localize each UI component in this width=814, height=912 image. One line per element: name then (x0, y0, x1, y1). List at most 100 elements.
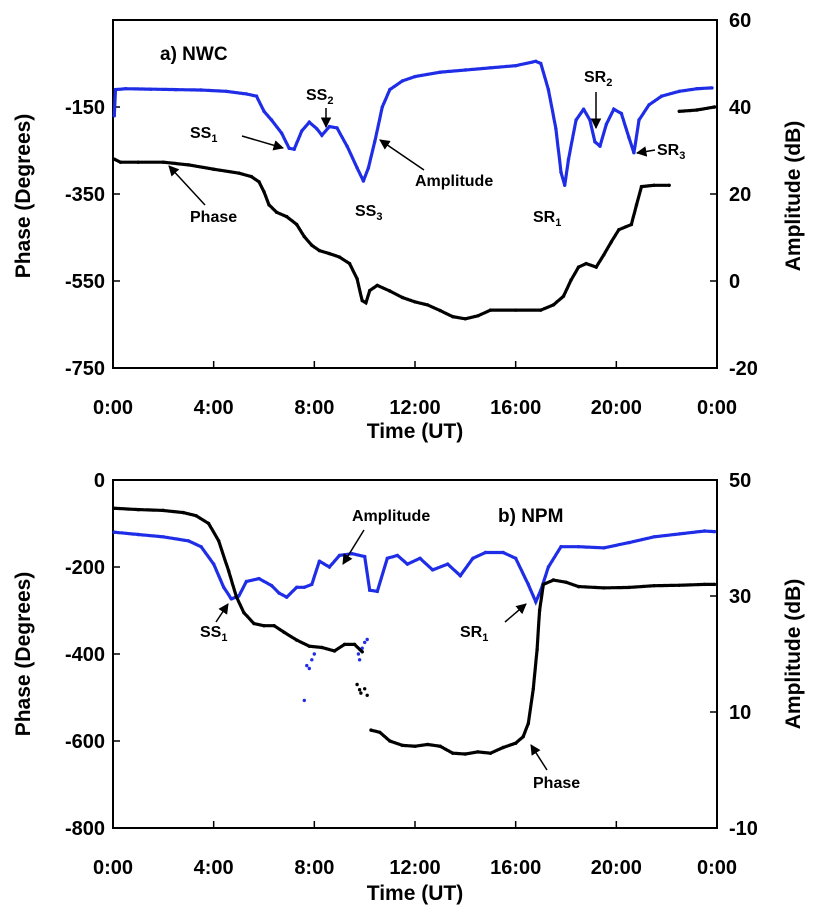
data-point (514, 308, 518, 312)
chart-nwc: 0:00 4:00 8:00 12:00 16:00 20:00 0:00 -750 -550 -… (12, 10, 805, 443)
annotation-arrow-amplitude (342, 529, 365, 565)
data-point (617, 228, 621, 232)
y-tick-label-left: -600 (65, 731, 105, 753)
data-point (637, 118, 641, 122)
data-point (254, 94, 259, 98)
axis-ticks: 0:00 4:00 8:00 12:00 16:00 20:00 0:00 -750 -550 -… (65, 10, 758, 419)
data-point (360, 650, 364, 654)
data-point (274, 210, 279, 214)
data-point (418, 556, 422, 560)
data-point (112, 530, 117, 534)
data-point (695, 87, 699, 91)
data-point (234, 594, 238, 599)
data-point (702, 582, 707, 587)
x-tick-label: 8:00 (294, 857, 334, 879)
data-point (332, 649, 337, 653)
y-tick-label-right: -10 (729, 818, 758, 840)
data-point (356, 652, 361, 656)
data-point (199, 88, 203, 92)
x-tick-label: 20:00 (591, 857, 642, 879)
data-point (310, 243, 314, 247)
data-point (347, 261, 352, 266)
data-point (551, 303, 556, 307)
data-point (554, 127, 558, 131)
x-tick-label: 4:00 (194, 397, 234, 419)
data-point (282, 630, 286, 634)
data-point (359, 691, 363, 695)
data-point (677, 532, 681, 536)
data-point (277, 591, 281, 595)
data-point (602, 546, 606, 550)
data-point (602, 586, 606, 590)
x-axis-label: Time (UT) (367, 420, 463, 443)
annotation-phase: Phase (190, 209, 237, 226)
data-point (652, 183, 656, 187)
chart-title: b) NPM (498, 506, 563, 527)
data-point (559, 170, 563, 174)
annotation-ss2: SS2 (306, 87, 333, 107)
data-point (112, 114, 117, 118)
series-phase (112, 506, 364, 654)
data-point (206, 521, 211, 526)
x-tick-label: 12:00 (389, 397, 440, 419)
data-point (352, 642, 357, 647)
data-point (594, 265, 598, 269)
x-tick-label: 0:00 (697, 397, 737, 419)
data-point (574, 118, 578, 122)
data-point (345, 144, 349, 148)
data-point (186, 539, 191, 543)
data-point (476, 750, 480, 754)
data-point (639, 184, 644, 189)
data-point (710, 86, 714, 90)
data-point (627, 540, 631, 545)
data-point (388, 289, 392, 293)
data-point (267, 203, 271, 207)
data-point (136, 160, 140, 164)
data-point (413, 300, 417, 304)
data-point (285, 214, 289, 219)
series-phase-segment (677, 105, 717, 114)
data-point (365, 637, 369, 642)
x-tick-label: 0:00 (697, 857, 737, 879)
data-point (310, 658, 314, 662)
data-point (279, 131, 284, 135)
data-point (161, 160, 165, 164)
data-point (181, 510, 186, 515)
data-point (269, 583, 274, 588)
data-point (598, 144, 602, 148)
annotation-sr3: SR3 (657, 142, 685, 162)
data-point (609, 240, 613, 244)
series-amplitude (112, 529, 717, 606)
y-tick-label-right: 50 (729, 470, 751, 492)
y-tick-label-right: 40 (729, 97, 751, 119)
x-axis-label: Time (UT) (367, 882, 463, 905)
data-point (357, 658, 362, 662)
data-point (375, 589, 379, 594)
data-point (667, 183, 671, 187)
data-point (546, 87, 551, 92)
data-point (307, 666, 311, 671)
data-point (302, 698, 306, 703)
data-point (446, 562, 450, 566)
data-point (534, 59, 538, 63)
data-point (588, 118, 592, 122)
data-point (712, 582, 717, 587)
data-point (539, 61, 543, 66)
data-point (327, 565, 332, 569)
data-point (361, 179, 366, 183)
data-point (174, 87, 178, 92)
data-point (123, 87, 128, 91)
data-point (537, 608, 542, 613)
data-point (327, 124, 332, 129)
data-point (312, 652, 316, 656)
series-trace (112, 59, 714, 186)
data-point (400, 295, 405, 300)
data-point (375, 283, 379, 288)
y-axis-label-right: Amplitude (dB) (782, 579, 805, 729)
x-tick-label: 0:00 (93, 397, 133, 419)
data-point (112, 157, 117, 161)
data-point (602, 253, 606, 257)
y-tick-label-left: 0 (94, 470, 105, 492)
data-point (541, 582, 546, 587)
data-point (217, 539, 221, 543)
